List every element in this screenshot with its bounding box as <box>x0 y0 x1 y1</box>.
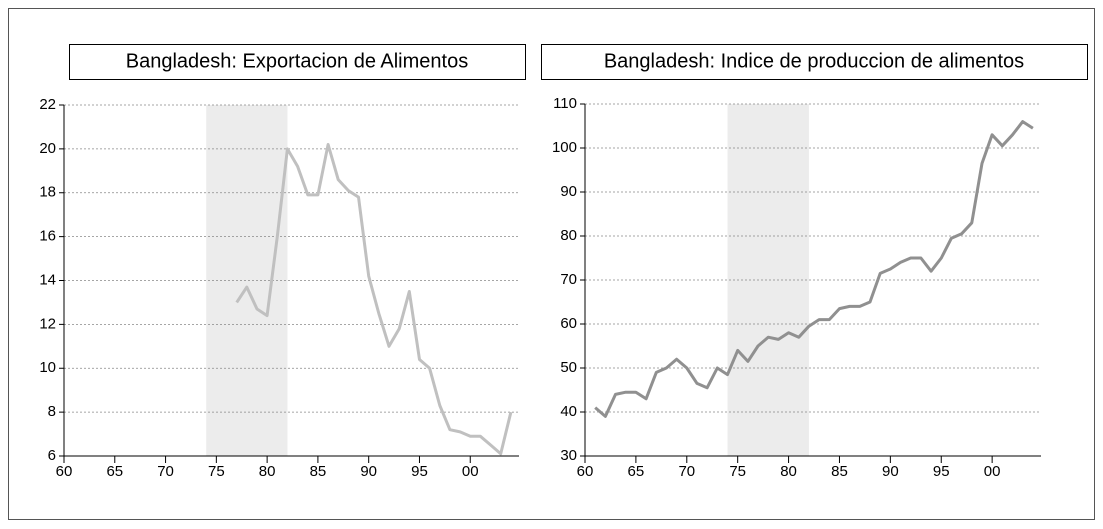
y-tick-label: 14 <box>39 271 56 288</box>
y-tick-label: 50 <box>560 359 577 376</box>
x-tick-label: 80 <box>780 463 797 480</box>
x-tick-label: 75 <box>208 463 225 480</box>
x-tick-label: 85 <box>831 463 848 480</box>
y-tick-label: 40 <box>560 403 577 420</box>
x-tick-label: 80 <box>259 463 276 480</box>
x-tick-label: 00 <box>984 463 1001 480</box>
y-tick-label: 8 <box>48 403 56 420</box>
x-tick-label: 70 <box>157 463 174 480</box>
shaded-period <box>727 104 809 456</box>
x-tick-label: 75 <box>729 463 746 480</box>
shaded-period <box>206 105 288 456</box>
x-tick-label: 60 <box>577 463 594 480</box>
y-tick-label: 60 <box>560 315 577 332</box>
data-line <box>235 143 513 456</box>
x-tick-label: 00 <box>462 463 479 480</box>
title-box <box>69 44 526 80</box>
x-tick-label: 70 <box>678 463 695 480</box>
chart-title: Bangladesh: Indice de produccion de alim… <box>604 50 1024 72</box>
y-tick-label: 10 <box>39 359 56 376</box>
data-line <box>594 120 1034 418</box>
y-tick-label: 6 <box>48 447 56 464</box>
y-tick-label: 110 <box>553 95 577 112</box>
x-tick-label: 95 <box>933 463 950 480</box>
x-tick-label: 95 <box>411 463 428 480</box>
title-box <box>541 44 1088 80</box>
x-tick-label: 85 <box>310 463 327 480</box>
x-tick-label: 65 <box>106 463 123 480</box>
chart-title: Bangladesh: Exportacion de Alimentos <box>126 50 468 72</box>
y-tick-label: 20 <box>39 140 56 157</box>
y-tick-label: 22 <box>39 96 56 113</box>
x-tick-label: 90 <box>360 463 377 480</box>
x-tick-label: 90 <box>882 463 899 480</box>
x-tick-label: 60 <box>56 463 73 480</box>
y-tick-label: 18 <box>39 184 56 201</box>
y-tick-label: 70 <box>560 271 577 288</box>
x-tick-label: 65 <box>628 463 645 480</box>
y-tick-label: 100 <box>552 139 577 156</box>
y-tick-label: 90 <box>560 183 577 200</box>
y-tick-label: 16 <box>39 228 56 245</box>
y-tick-label: 30 <box>560 447 577 464</box>
y-tick-label: 80 <box>560 227 577 244</box>
y-tick-label: 12 <box>39 315 56 332</box>
frame <box>8 8 1095 520</box>
